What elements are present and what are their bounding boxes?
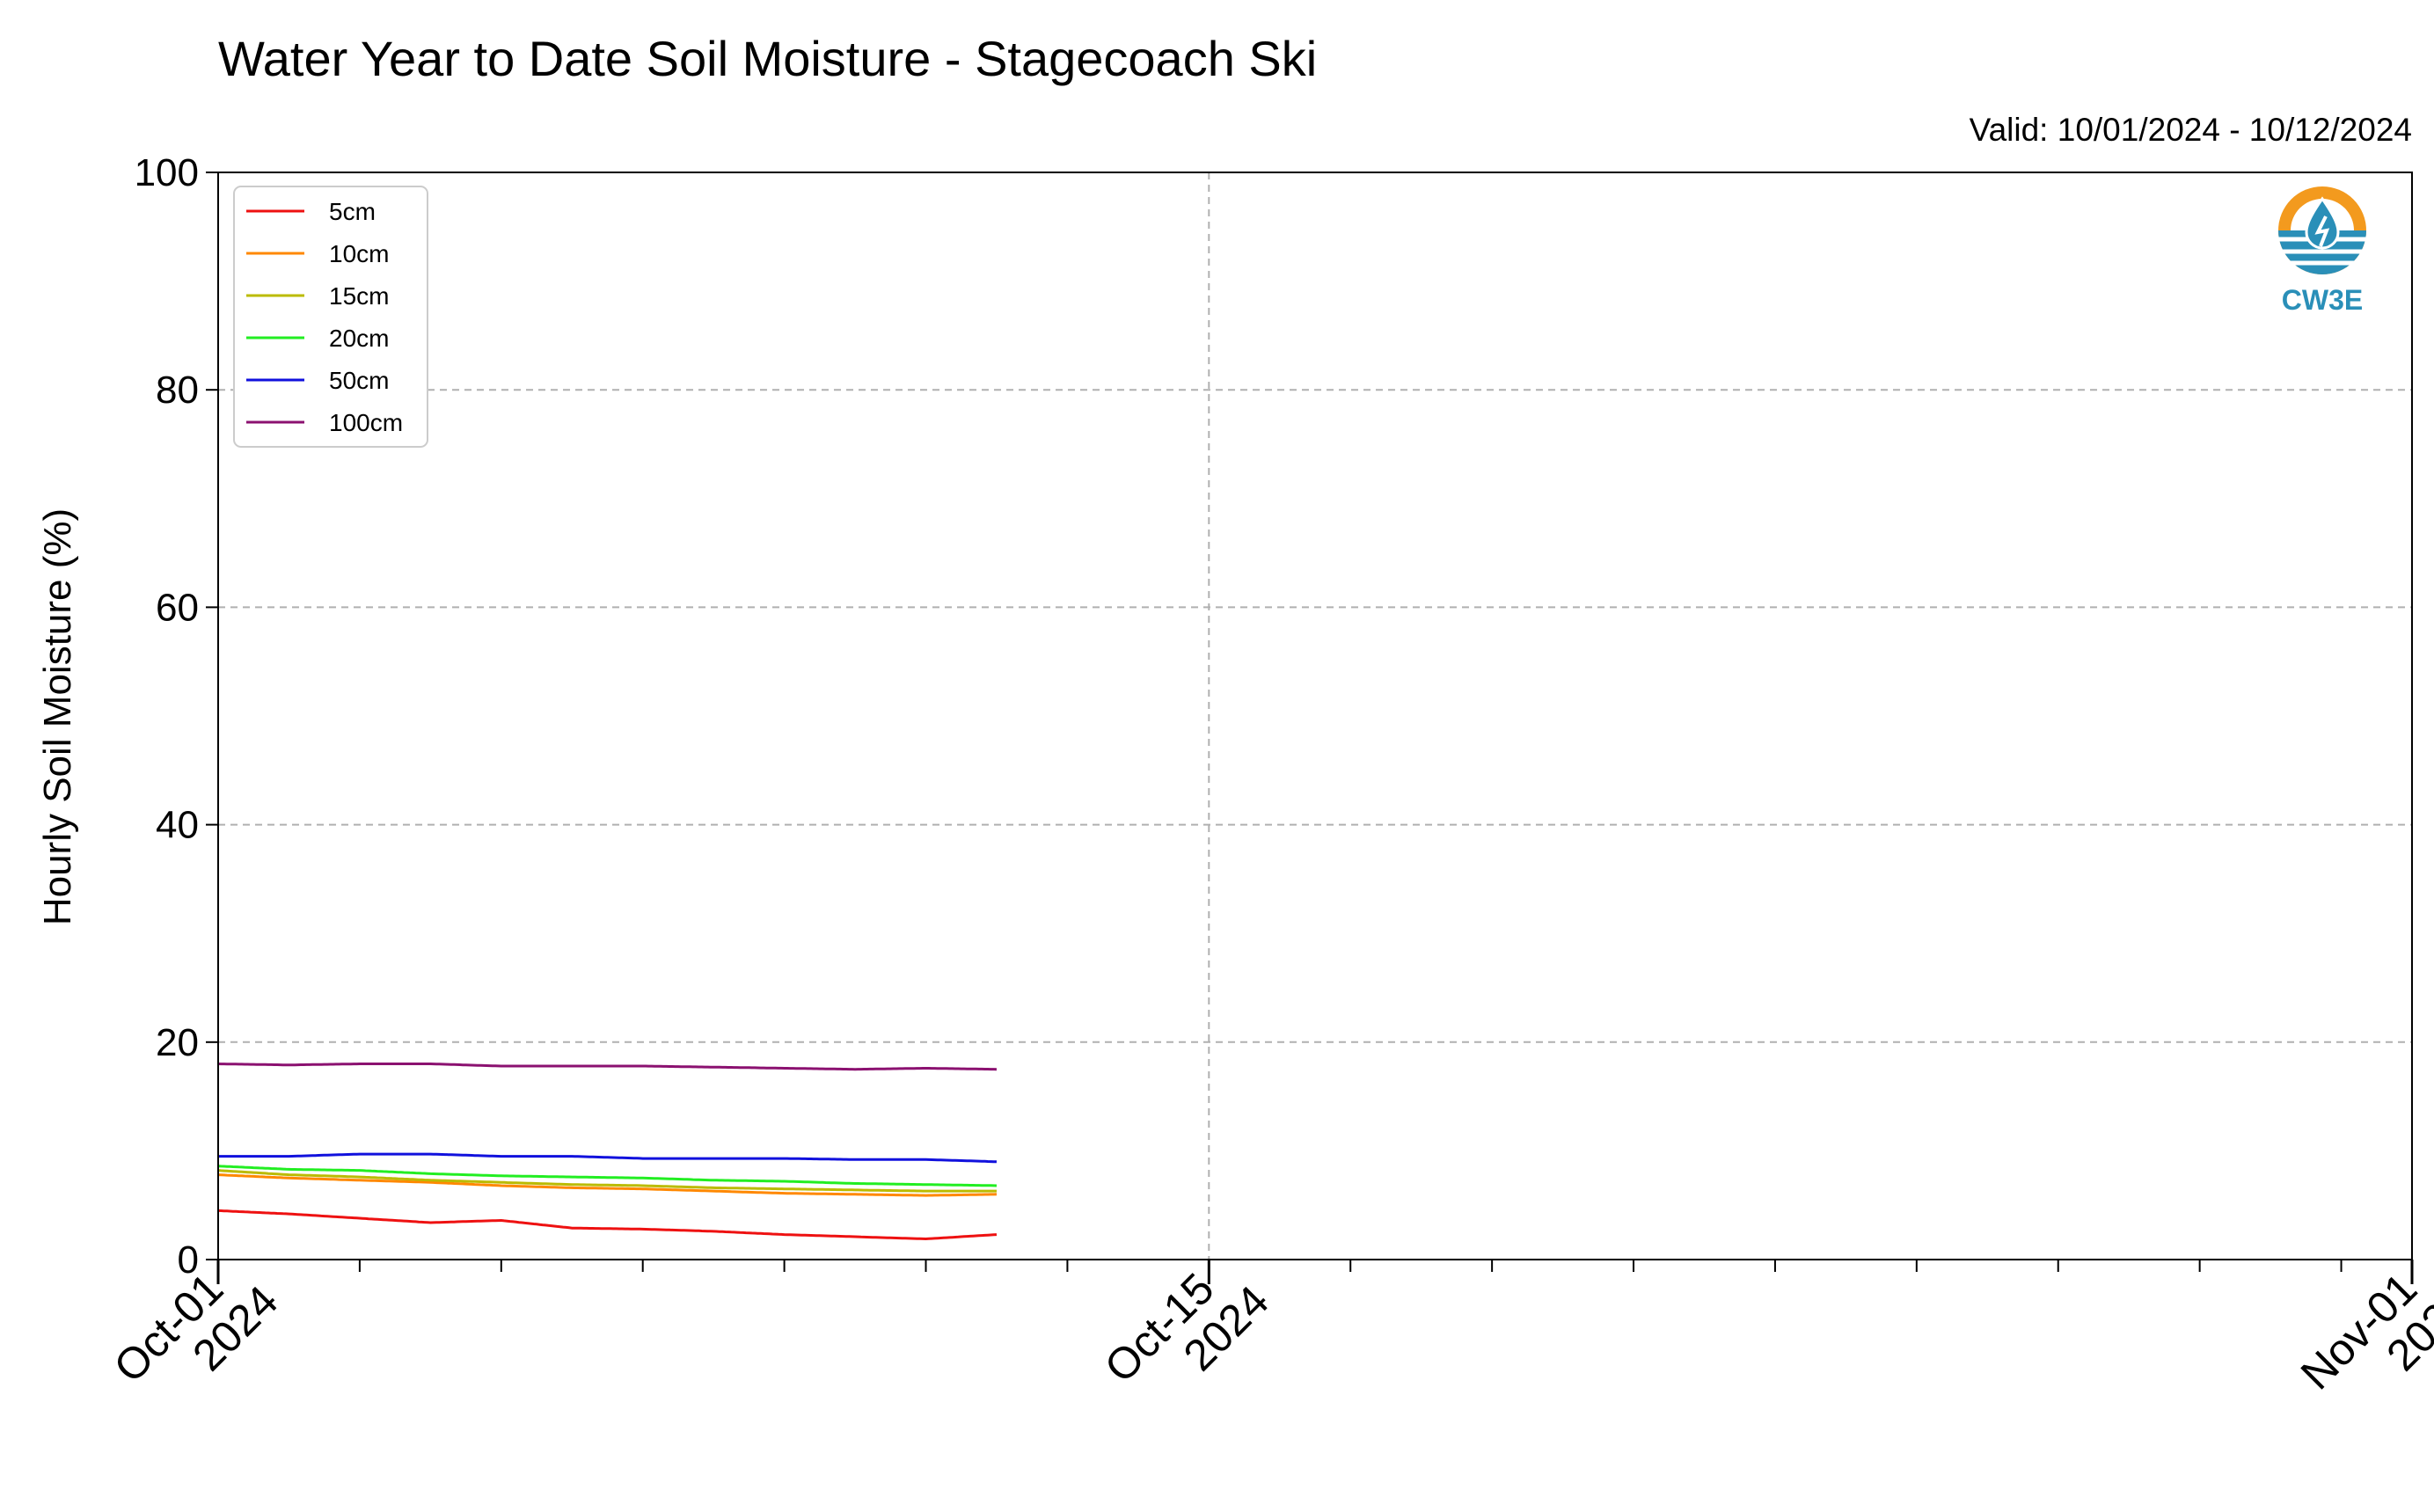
y-tick-label: 20	[156, 1021, 199, 1064]
cw3e-water-drop-logo-icon	[2278, 186, 2366, 274]
y-tick-label: 80	[156, 369, 199, 412]
y-tick-label: 100	[135, 151, 199, 194]
series-line-15cm	[217, 1169, 997, 1193]
series-line-10cm	[217, 1173, 998, 1197]
legend-label-50cm: 50cm	[329, 367, 389, 394]
y-axis-label: Hourly Soil Moisture (%)	[36, 508, 79, 925]
series-line-50cm	[218, 1152, 998, 1164]
legend-box	[233, 186, 428, 448]
y-ticks: 0 20 40 60 80 100	[135, 151, 218, 1282]
legend-label-20cm: 20cm	[329, 325, 389, 352]
legend-label-15cm: 15cm	[329, 282, 389, 310]
logo-text: CW3E	[2282, 284, 2363, 316]
series-line-20cm	[217, 1165, 998, 1187]
legend-label-10cm: 10cm	[329, 240, 389, 267]
legend: 5cm 10cm 15cm 20cm 50cm 100cm	[233, 186, 428, 448]
grid-lines	[217, 172, 2413, 1260]
y-tick-label: 0	[178, 1238, 199, 1282]
legend-label-5cm: 5cm	[329, 198, 376, 225]
chart-subtitle: Valid: 10/01/2024 - 10/12/2024	[1970, 112, 2412, 148]
series-line-100cm	[217, 1063, 998, 1071]
y-tick-label: 60	[156, 586, 199, 629]
legend-label-100cm: 100cm	[329, 409, 403, 436]
series-line-5cm	[217, 1209, 998, 1241]
plot-frame	[217, 172, 2413, 1260]
axes	[217, 172, 2413, 1260]
series-lines	[217, 1063, 998, 1241]
y-tick-label: 40	[156, 804, 199, 847]
chart-title: Water Year to Date Soil Moisture - Stage…	[218, 31, 1317, 86]
cw3e-logo: CW3E	[2278, 186, 2366, 316]
